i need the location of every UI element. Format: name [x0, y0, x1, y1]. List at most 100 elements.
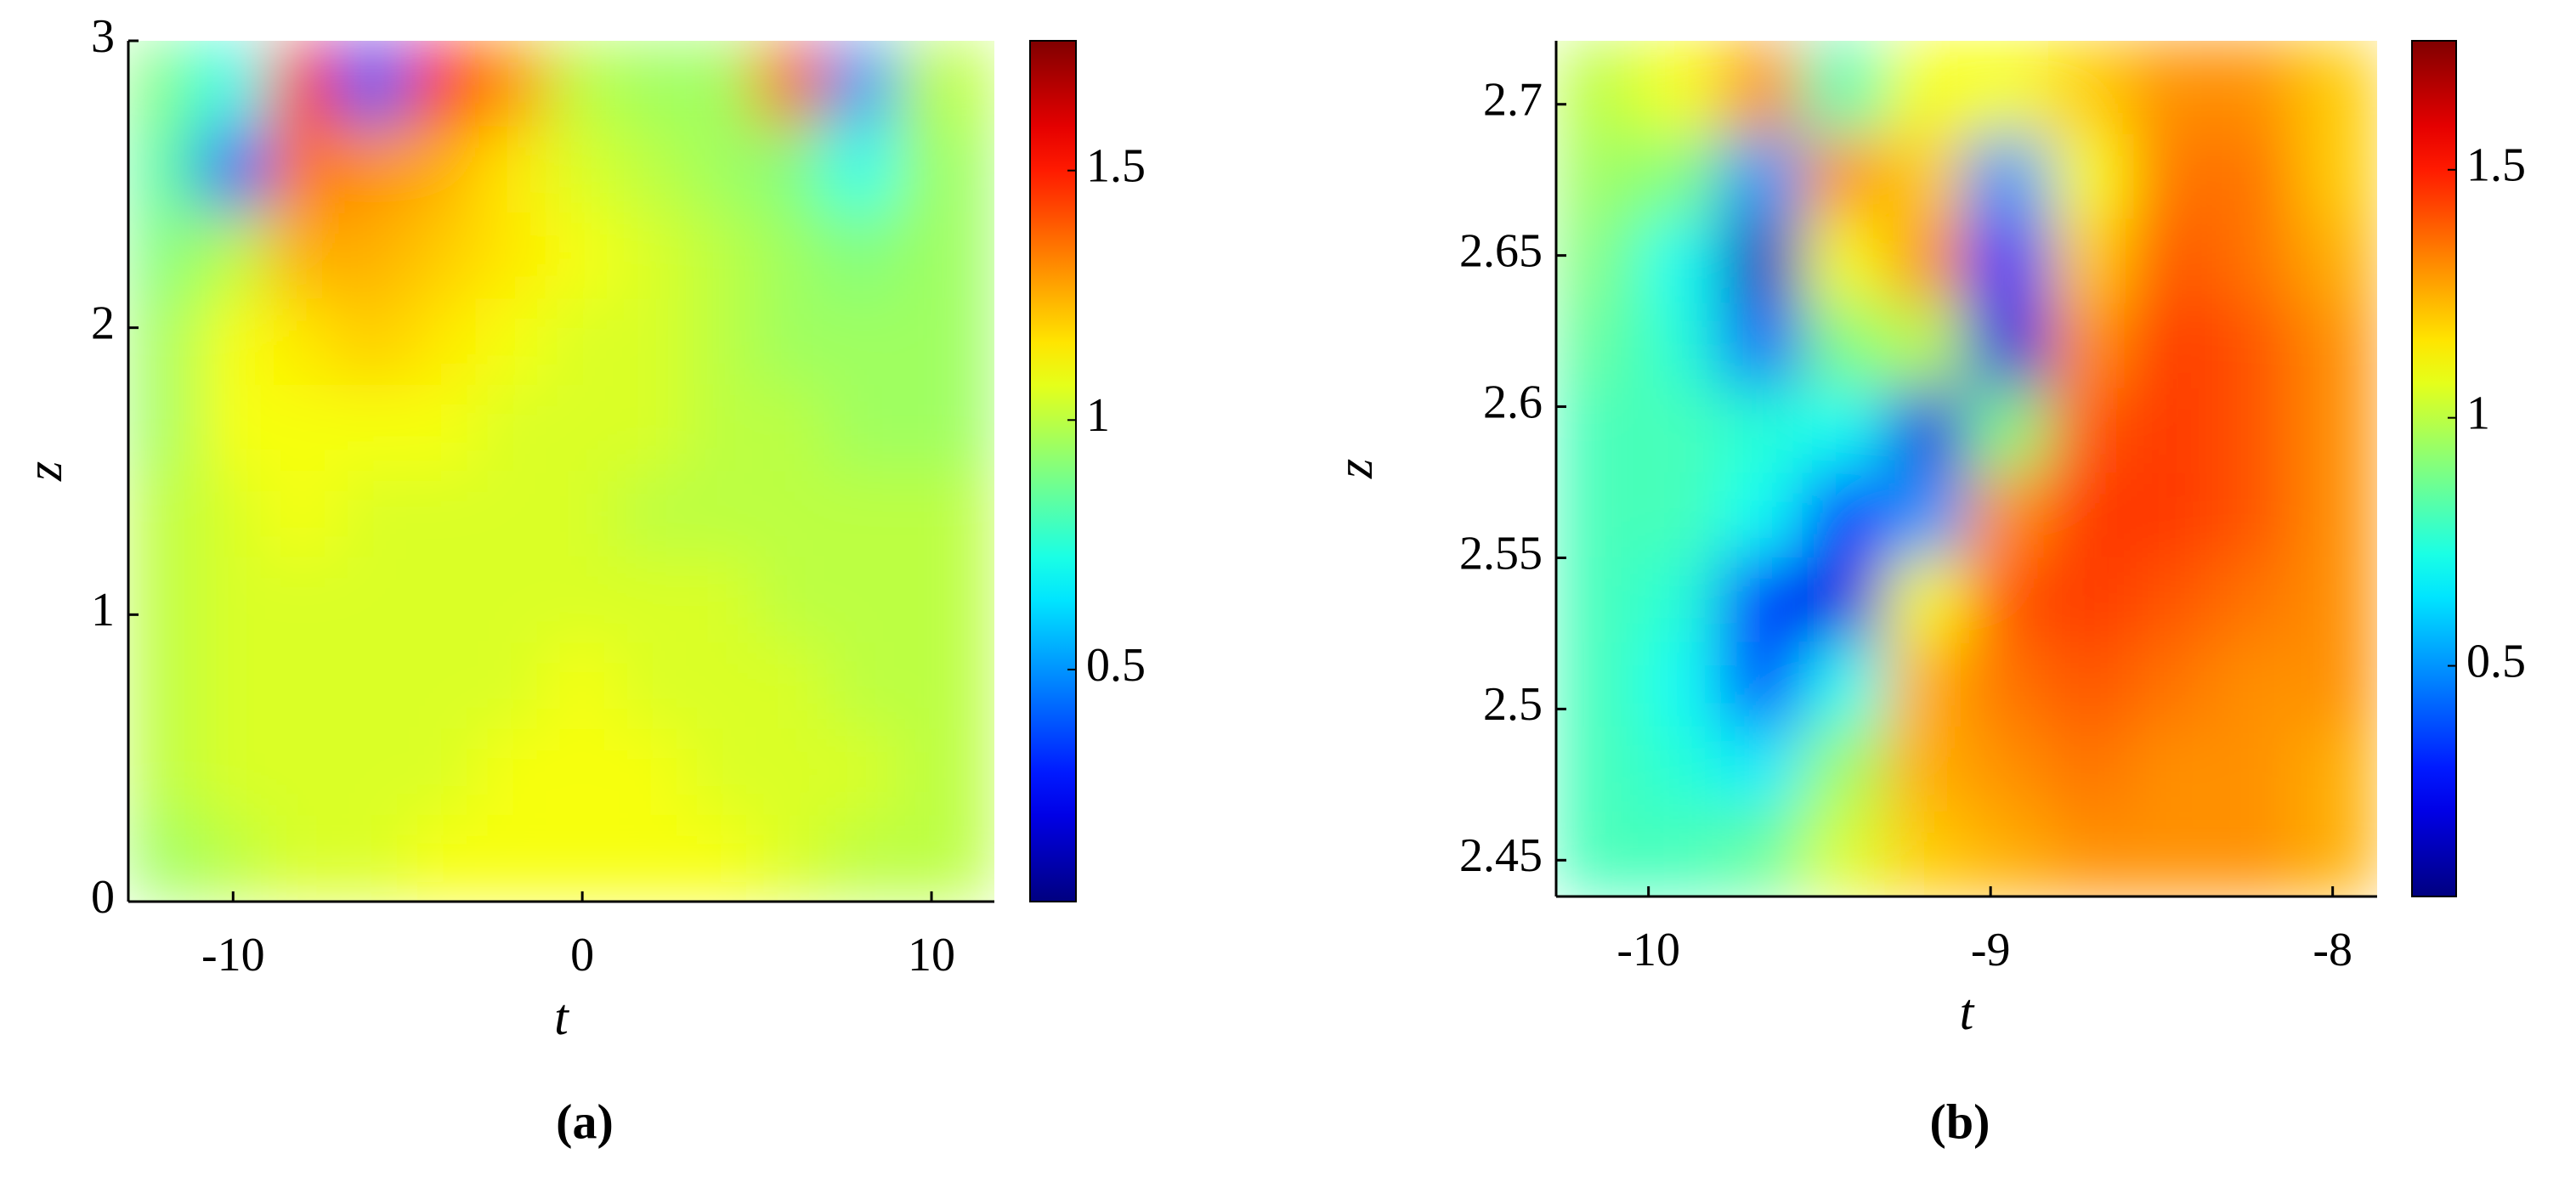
- heatmap-cell: [128, 557, 199, 644]
- colorbar-tick-label: 1.5: [2466, 139, 2526, 192]
- heatmap-cell: [267, 384, 339, 472]
- heatmap-cell: [197, 471, 269, 558]
- heatmap-cell: [477, 471, 548, 558]
- heatmap-cell: [1966, 472, 2050, 558]
- heatmap-cell: [1556, 303, 1639, 389]
- heatmap-cell: [407, 557, 478, 644]
- heatmap-cell: [1719, 303, 1803, 389]
- heatmap-cell: [1966, 811, 2050, 896]
- heatmap-cell: [128, 815, 199, 902]
- heatmap-cell: [337, 642, 409, 730]
- heatmap-cell: [2130, 303, 2214, 389]
- heatmap-cell: [1556, 727, 1639, 812]
- heatmap-cell: [1638, 811, 1721, 896]
- heatmap-cell: [826, 126, 897, 214]
- heatmap-cell: [477, 126, 548, 214]
- heatmap-cell: [756, 471, 828, 558]
- heatmap-cell: [128, 126, 199, 214]
- heatmap-cell: [1802, 41, 1885, 135]
- heatmap-cell: [2048, 387, 2132, 474]
- heatmap-cell: [1638, 642, 1721, 728]
- heatmap-cell: [477, 298, 548, 386]
- y-tick-label: 3: [91, 10, 115, 63]
- heatmap-cell: [2048, 41, 2132, 135]
- y-tick-label: 2.45: [1459, 829, 1543, 882]
- heatmap-cell: [756, 557, 828, 644]
- heatmap-cell: [407, 642, 478, 730]
- heatmap-cell: [1556, 557, 1639, 643]
- heatmap-cell: [128, 728, 199, 817]
- heatmap-cell: [1719, 218, 1803, 305]
- heatmap-cell: [686, 384, 758, 472]
- heatmap-cell: [1556, 133, 1639, 220]
- heatmap-cell: [1966, 387, 2050, 474]
- heatmap-cell: [1883, 811, 1967, 896]
- heatmap-cell: [337, 815, 409, 902]
- heatmap-cell: [1802, 642, 1885, 728]
- heatmap-cell: [2130, 41, 2214, 135]
- heatmap-cell: [2048, 303, 2132, 389]
- colorbar-tick-label: 1: [2466, 387, 2490, 440]
- colorbar-tick-label: 0.5: [1086, 639, 1146, 692]
- heatmap-cell: [616, 41, 688, 127]
- heatmap-cell: [2048, 218, 2132, 305]
- heatmap-cell: [546, 212, 618, 300]
- heatmap-cell: [686, 212, 758, 300]
- heatmap-cell: [1802, 727, 1885, 812]
- heatmap-cell: [1556, 218, 1639, 305]
- heatmap-cell: [2212, 303, 2296, 389]
- heatmap-cell: [1883, 218, 1967, 305]
- heatmap-cell: [1966, 303, 2050, 389]
- colorbar-tick-label: 0.5: [2466, 635, 2526, 687]
- heatmap-cell: [197, 41, 269, 127]
- heatmap-cell: [128, 41, 199, 127]
- colorbar-tick-label: 1: [1086, 389, 1110, 442]
- heatmap-cell: [826, 471, 897, 558]
- heatmap-cell: [407, 126, 478, 214]
- caption: (b): [1930, 1094, 1990, 1149]
- heatmap-cell: [337, 41, 409, 127]
- heatmap-cell: [2294, 303, 2377, 389]
- y-tick-label: 2.65: [1459, 224, 1543, 277]
- heatmap-cell: [686, 471, 758, 558]
- heatmap-cell: [407, 815, 478, 902]
- heatmap-cell: [197, 557, 269, 644]
- heatmap-cell: [1719, 811, 1803, 896]
- heatmap-cell: [616, 298, 688, 386]
- heatmap-cell: [826, 557, 897, 644]
- heatmap-cell: [1556, 41, 1639, 135]
- heatmap-cell: [2212, 811, 2296, 896]
- x-axis-label: t: [554, 989, 569, 1045]
- heatmap-cell: [2212, 41, 2296, 135]
- heatmap-cell: [1802, 811, 1885, 896]
- heatmap-cell: [546, 126, 618, 214]
- heatmap-cell: [1719, 387, 1803, 474]
- heatmap-cell: [1802, 133, 1885, 220]
- heatmap-cell: [477, 728, 548, 817]
- heatmap-cell: [2294, 218, 2377, 305]
- heatmap-cell: [546, 471, 618, 558]
- heatmap-cell: [1802, 303, 1885, 389]
- heatmap-cell: [1719, 557, 1803, 643]
- heatmap-cell: [337, 728, 409, 817]
- heatmap-cell: [616, 471, 688, 558]
- heatmap-cell: [826, 642, 897, 730]
- heatmap-cell: [477, 41, 548, 127]
- heatmap-cell: [2130, 642, 2214, 728]
- heatmap-cell: [686, 815, 758, 902]
- heatmap-cell: [2294, 811, 2377, 896]
- y-tick-label: 2.55: [1459, 527, 1543, 580]
- heatmap-cell: [1719, 472, 1803, 558]
- heatmap-cell: [1802, 557, 1885, 643]
- heatmap-cell: [128, 642, 199, 730]
- heatmap-cell: [1719, 133, 1803, 220]
- heatmap-cell: [896, 41, 994, 127]
- heatmap-cell: [2048, 472, 2132, 558]
- y-tick-label: 2.7: [1483, 74, 1543, 127]
- heatmap-cell: [2048, 727, 2132, 812]
- heatmap-cell: [686, 298, 758, 386]
- heatmap-cell: [197, 298, 269, 386]
- heatmap-cell: [546, 728, 618, 817]
- heatmap-cell: [477, 815, 548, 902]
- heatmap-cell: [2130, 387, 2214, 474]
